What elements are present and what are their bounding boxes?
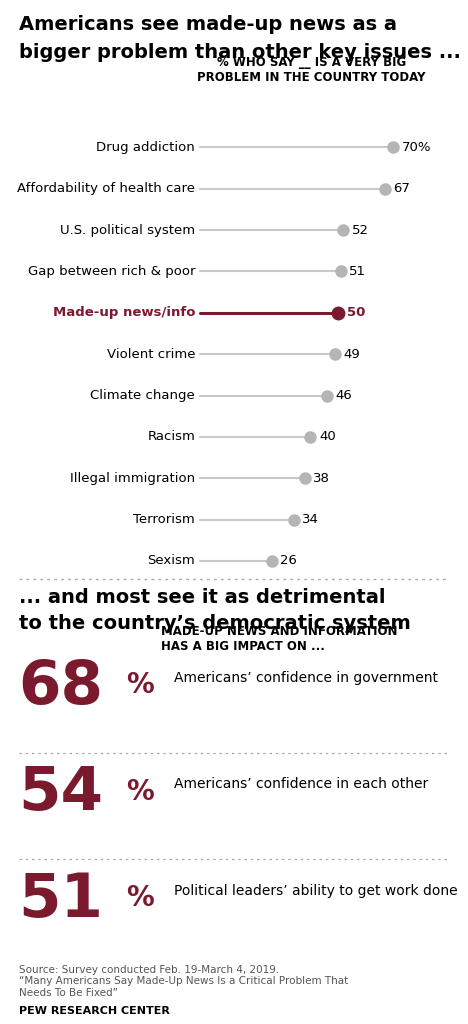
Text: MADE-UP NEWS AND INFORMATION
HAS A BIG IMPACT ON ...: MADE-UP NEWS AND INFORMATION HAS A BIG I… <box>161 625 397 652</box>
Text: bigger problem than other key issues ...: bigger problem than other key issues ... <box>19 43 461 62</box>
Text: %: % <box>126 672 154 699</box>
Text: Racism: Racism <box>147 430 195 443</box>
Text: 38: 38 <box>314 472 330 484</box>
Text: Illegal immigration: Illegal immigration <box>70 472 195 484</box>
Text: Climate change: Climate change <box>90 389 195 402</box>
Text: 51: 51 <box>349 265 366 278</box>
Text: Violent crime: Violent crime <box>107 348 195 360</box>
Text: 46: 46 <box>336 389 352 402</box>
Text: Source: Survey conducted Feb. 19-March 4, 2019.
“Many Americans Say Made-Up News: Source: Survey conducted Feb. 19-March 4… <box>19 965 348 997</box>
Text: Sexism: Sexism <box>147 554 195 567</box>
Text: Terrorism: Terrorism <box>133 513 195 526</box>
Text: Americans’ confidence in each other: Americans’ confidence in each other <box>174 777 428 792</box>
Text: Gap between rich & poor: Gap between rich & poor <box>28 265 195 278</box>
Text: 49: 49 <box>344 348 360 360</box>
Text: 50: 50 <box>347 306 365 319</box>
Text: Political leaders’ ability to get work done: Political leaders’ ability to get work d… <box>174 884 457 898</box>
Text: to the country’s democratic system: to the country’s democratic system <box>19 614 410 634</box>
Text: 34: 34 <box>302 513 319 526</box>
Text: Made-up news/info: Made-up news/info <box>53 306 195 319</box>
Text: U.S. political system: U.S. political system <box>60 223 195 237</box>
Text: %: % <box>126 778 154 806</box>
Text: Americans’ confidence in government: Americans’ confidence in government <box>174 671 438 685</box>
Text: Affordability of health care: Affordability of health care <box>17 182 195 196</box>
Text: ... and most see it as detrimental: ... and most see it as detrimental <box>19 588 385 607</box>
Text: 40: 40 <box>319 430 336 443</box>
Text: Drug addiction: Drug addiction <box>96 141 195 154</box>
Text: 51: 51 <box>19 870 104 930</box>
Text: 70%: 70% <box>402 141 431 154</box>
Text: 26: 26 <box>280 554 297 567</box>
Text: PEW RESEARCH CENTER: PEW RESEARCH CENTER <box>19 1006 169 1016</box>
Text: 52: 52 <box>352 223 369 237</box>
Text: % WHO SAY __ IS A VERY BIG
PROBLEM IN THE COUNTRY TODAY: % WHO SAY __ IS A VERY BIG PROBLEM IN TH… <box>197 56 426 84</box>
Text: 67: 67 <box>394 182 410 196</box>
Text: %: % <box>126 884 154 912</box>
Text: 68: 68 <box>19 657 104 717</box>
Text: 54: 54 <box>19 764 104 823</box>
Text: Americans see made-up news as a: Americans see made-up news as a <box>19 15 397 35</box>
